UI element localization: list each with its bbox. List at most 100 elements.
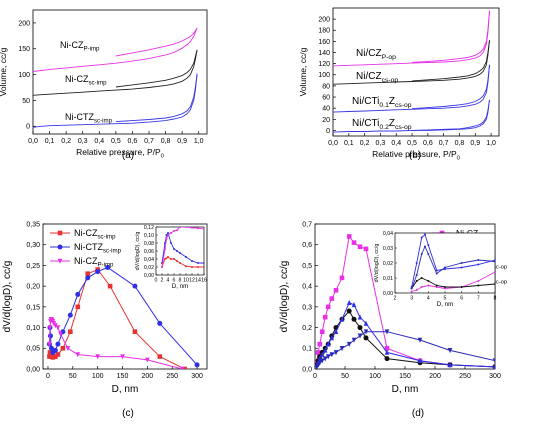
inset-y-tick-label: 0,04: [383, 231, 393, 237]
inset-x-tick-label: 16: [201, 278, 207, 284]
series-group: [315, 234, 495, 369]
y-tick-label: 0,35: [26, 221, 40, 228]
x-tick-label: 0: [313, 373, 317, 380]
inset-data-point: [203, 228, 204, 230]
data-point: [145, 357, 150, 363]
inset-data-point: [420, 286, 423, 288]
legend-marker: [57, 258, 63, 264]
inset-data-point: [197, 266, 199, 268]
series-label: Ni/CTi0.2Zcs-op: [352, 118, 412, 131]
data-point: [339, 345, 345, 352]
chart-panel: 0,0 0,1 0,2 0,3 0,4 0,5 0,6 0,7 0,8 0,9 1,0 0 20 40 60…: [298, 7, 500, 162]
y-tick-label: 150: [18, 46, 30, 53]
x-tick-label: 200: [429, 373, 441, 380]
data-point: [75, 352, 81, 358]
inset-data-point: [176, 260, 178, 262]
inset-data-point: [191, 260, 193, 262]
series-line-adsorption: [333, 64, 490, 113]
y-tick-label: 0,00: [26, 366, 40, 373]
inset-data-point: [444, 268, 446, 270]
data-point: [357, 333, 363, 339]
data-point: [47, 325, 53, 331]
inset-data-point: [427, 284, 430, 287]
series-line: [316, 302, 495, 368]
data-point: [53, 323, 58, 329]
inset-data-point: [460, 262, 463, 264]
inset-series-line: [161, 232, 204, 264]
plot-frame: [32, 9, 208, 135]
inset-data-point: [185, 227, 187, 228]
data-point: [417, 357, 423, 364]
data-point: [319, 358, 325, 364]
data-point: [357, 244, 363, 250]
data-point: [319, 329, 325, 335]
data-point: [346, 234, 352, 239]
data-point: [322, 314, 328, 320]
x-tick-label: 0: [46, 373, 50, 380]
data-point: [75, 304, 81, 310]
y-tick-label: 0,1: [302, 346, 312, 353]
inset-y-tick-label: 0,04: [144, 257, 154, 263]
data-point: [50, 355, 56, 360]
inset-data-point: [170, 242, 172, 244]
inset-y-axis-label: dV/d(logD), cc/g: [135, 232, 141, 271]
inset-data-point: [494, 283, 495, 285]
x-tick-label: 0,4: [391, 140, 401, 147]
y-tick-label: 0,25: [26, 263, 40, 270]
x-tick-label: 0,2: [61, 138, 71, 145]
data-point: [346, 299, 352, 306]
inset-series-line: [161, 227, 204, 268]
x-tick-label: 100: [92, 373, 104, 380]
data-point: [317, 341, 323, 347]
y-tick-label: 0,5: [302, 263, 312, 270]
y-tick-label: 60: [322, 94, 330, 101]
data-point: [329, 335, 335, 341]
inset-x-tick-label: 7: [477, 296, 480, 302]
legend-label: Ni-CZsc-imp: [74, 228, 116, 241]
data-point: [47, 333, 53, 339]
legend-marker: [57, 244, 63, 250]
inset-data-point: [435, 286, 438, 288]
plot-frame: [42, 223, 208, 370]
inset-y-tick-label: 0,06: [144, 249, 154, 255]
x-tick-label: 0,9: [177, 138, 187, 145]
x-tick-label: 0,3: [78, 138, 88, 145]
inset-data-point: [435, 269, 438, 272]
data-point: [363, 335, 369, 341]
inset-y-tick-label: 0,03: [383, 246, 393, 252]
inset-data-point: [444, 266, 446, 269]
data-point: [60, 345, 66, 351]
inset-chart: 2 3 4 5 6 7 8 0,00 0,01 0,02 0,03 0,04 D, nm dV/d(log…: [374, 231, 497, 308]
inset-x-tick-label: 5: [444, 296, 447, 302]
series-line-desorption: [115, 49, 198, 88]
inset-data-point: [167, 234, 169, 236]
data-point: [384, 329, 390, 335]
data-point: [120, 354, 125, 360]
data-point: [67, 312, 73, 318]
inset-data-point: [170, 258, 172, 260]
data-point: [351, 301, 357, 308]
data-point: [333, 350, 339, 356]
x-tick-label: 0,6: [423, 140, 433, 147]
x-tick-label: 250: [166, 373, 178, 380]
inset-data-point: [477, 263, 480, 266]
inset-x-axis-label: D, nm: [437, 301, 454, 308]
inset-data-point: [415, 280, 418, 282]
y-axis-label: Volume, cc/g: [298, 47, 308, 96]
inset-y-tick-label: 0,10: [144, 233, 154, 239]
legend-marker: [57, 230, 63, 236]
y-tick-label: 120: [318, 61, 330, 68]
y-axis-label: dV/d(logD), cc/g: [2, 261, 13, 333]
data-point: [55, 352, 61, 357]
series-line-desorption: [411, 10, 490, 63]
inset-data-point: [185, 256, 187, 258]
inset-data-point: [176, 229, 178, 232]
data-point: [157, 354, 163, 359]
inset-data-point: [173, 248, 175, 250]
data-point: [325, 354, 331, 360]
inset-data-point: [197, 262, 199, 264]
inset-y-tick-label: 0,08: [144, 241, 154, 247]
x-axis-label: D, nm: [112, 384, 139, 395]
x-tick-label: 0,5: [407, 140, 417, 147]
data-point: [315, 350, 321, 355]
